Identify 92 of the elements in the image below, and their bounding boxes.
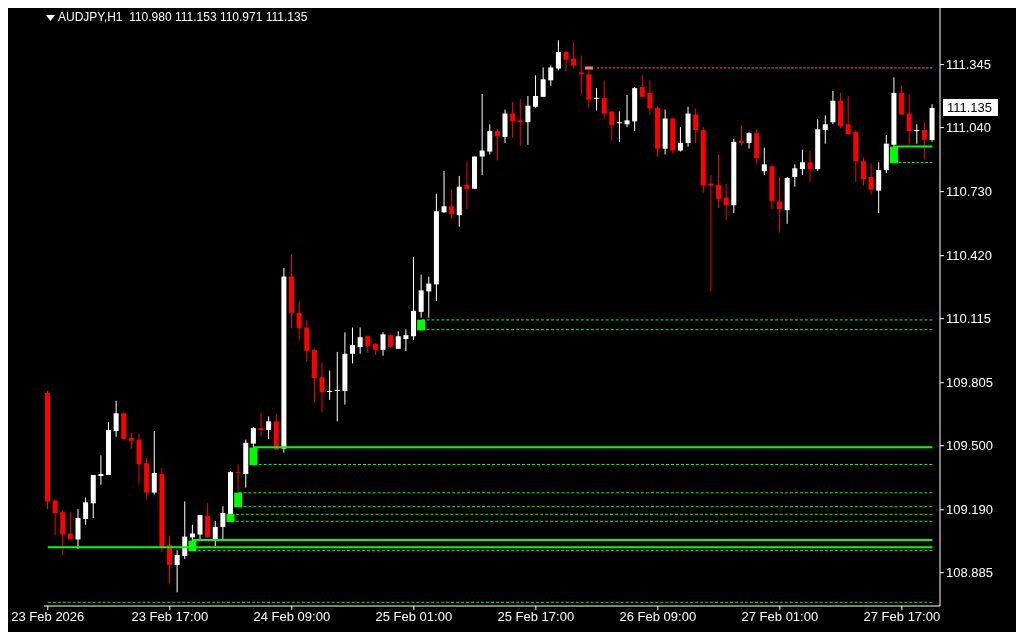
y-tick-label: 109.500: [946, 438, 993, 454]
candlestick: [822, 114, 828, 145]
candlestick: [792, 163, 798, 188]
candlestick: [502, 109, 508, 144]
candlestick: [319, 362, 325, 413]
y-tick-label: 110.730: [946, 184, 993, 200]
candlestick: [98, 454, 104, 486]
x-tick-label: 27 Feb 01:00: [741, 609, 819, 625]
candlestick: [761, 147, 767, 176]
candlestick: [738, 124, 744, 147]
y-tick-label: 111.345: [946, 57, 992, 73]
candlestick: [921, 121, 927, 160]
candlestick: [350, 327, 356, 364]
candlestick: [639, 74, 645, 98]
candlestick: [266, 415, 272, 440]
x-tick-label: 23 Feb 17:00: [131, 609, 209, 625]
candlestick: [807, 150, 813, 183]
candlestick: [533, 74, 539, 109]
candlestick: [716, 153, 722, 209]
candlestick: [357, 327, 363, 355]
candlestick: [487, 123, 493, 155]
candlestick: [151, 430, 157, 495]
candlestick: [571, 41, 577, 68]
candlestick: [517, 98, 523, 147]
candlestick: [601, 79, 607, 120]
candlestick: [914, 123, 920, 145]
candlestick: [525, 95, 531, 146]
bar: [584, 66, 593, 70]
candlestick: [876, 161, 882, 214]
candlestick: [380, 331, 386, 357]
chart-title: AUDJPY,H1 110.980 111.153 110.971 111.135: [58, 10, 308, 24]
candlestick: [906, 93, 912, 146]
candlestick: [616, 110, 622, 143]
candlestick: [609, 110, 615, 142]
candlestick: [548, 65, 554, 87]
candlestick: [449, 189, 455, 220]
y-tick-label: 110.115: [946, 311, 992, 327]
candlestick: [563, 50, 569, 72]
x-tick-label: 27 Feb 17:00: [863, 609, 941, 625]
candlestick: [75, 508, 81, 550]
candlestick: [83, 497, 89, 526]
x-tick-label: 24 Feb 09:00: [253, 609, 331, 625]
candlestick: [830, 90, 836, 125]
candlestick: [212, 520, 218, 547]
candlestick: [220, 505, 226, 540]
y-tick-label: 109.190: [946, 502, 993, 518]
y-tick-label: 111.040: [946, 120, 992, 136]
x-tick-label: 25 Feb 01:00: [375, 609, 453, 625]
candlestick: [426, 276, 432, 319]
candlestick: [258, 411, 264, 437]
candlestick: [845, 95, 851, 136]
candlestick: [708, 174, 714, 292]
candlestick: [197, 514, 203, 540]
text: 111.135: [943, 98, 999, 116]
candlestick: [67, 511, 73, 540]
y-tick-label: 109.805: [946, 375, 993, 391]
candlestick: [60, 509, 66, 556]
candlestick: [899, 84, 905, 116]
candlestick: [479, 93, 485, 176]
candlestick: [327, 370, 333, 401]
candlestick: [799, 149, 805, 176]
candlestick: [540, 66, 546, 98]
candlestick: [403, 328, 409, 352]
candlestick: [304, 319, 310, 363]
candlestick: [441, 170, 447, 214]
y-tick-label: 108.885: [946, 565, 993, 581]
candlestick: [723, 183, 729, 221]
candlestick: [555, 39, 561, 71]
candlestick: [677, 126, 683, 153]
candlestick: [296, 300, 302, 341]
candlestick: [464, 161, 470, 210]
x-tick-label: 26 Feb 09:00: [619, 609, 697, 625]
candlestick: [510, 101, 516, 139]
candlestick: [113, 400, 119, 438]
candlestick: [647, 79, 653, 116]
candlestick: [494, 128, 500, 161]
candlestick: [777, 176, 783, 234]
candlestick: [205, 502, 211, 538]
x-tick-label: 25 Feb 17:00: [497, 609, 575, 625]
candlestick: [174, 549, 180, 593]
candlestick: [693, 108, 699, 144]
candlestick: [860, 157, 866, 187]
candlestick: [868, 162, 874, 196]
candlestick: [167, 535, 173, 584]
candlestick: [624, 94, 630, 128]
candlestick: [578, 55, 584, 95]
x-tick-label: 23 Feb 2026: [11, 609, 85, 625]
candlestick: [594, 87, 600, 111]
y-tick-label: 110.420: [946, 248, 993, 264]
candlestick: [334, 351, 340, 422]
candlestick: [52, 498, 58, 537]
candlestick: [418, 274, 424, 319]
